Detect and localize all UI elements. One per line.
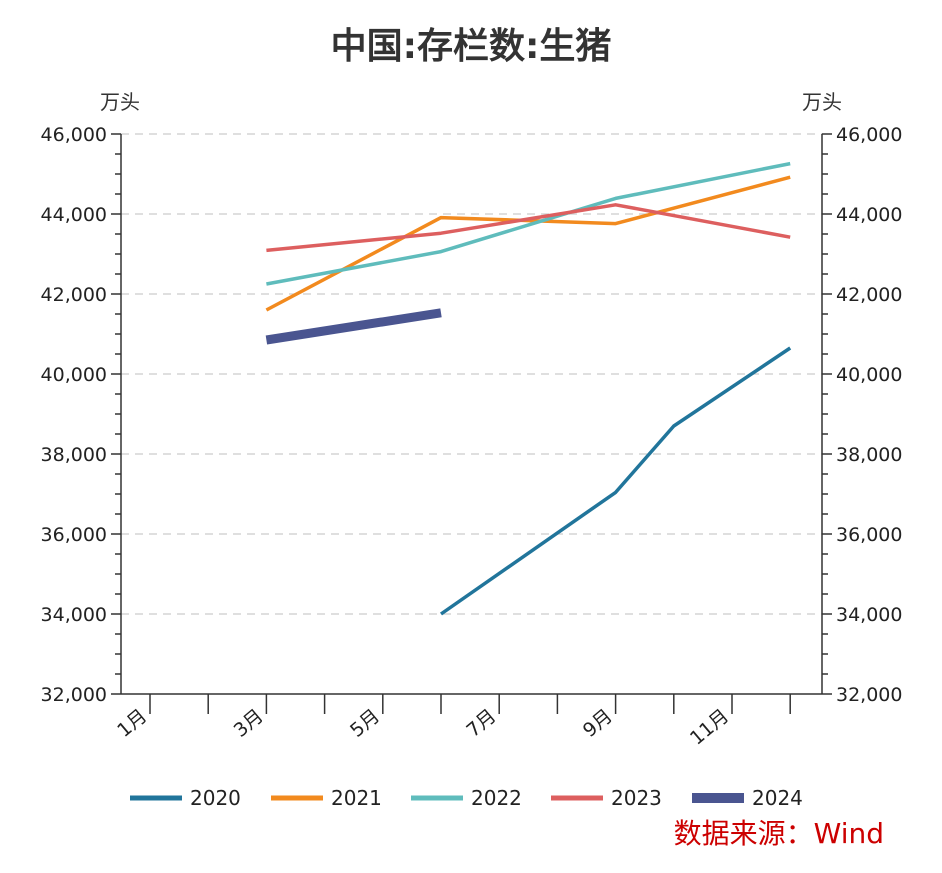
series-line-2023 <box>266 203 791 253</box>
right-tick-label: 32,000 <box>836 684 902 706</box>
x-ticks: 1月 3月 5月 7月 9月 11月 <box>113 694 791 750</box>
x-tick-label: 5月 <box>346 705 384 742</box>
right-tick-label: 40,000 <box>836 364 902 386</box>
left-axis-unit: 万头 <box>100 90 140 114</box>
left-tick-label: 46,000 <box>41 124 107 146</box>
x-tick-label: 9月 <box>579 705 617 742</box>
x-tick-label: 11月 <box>686 705 733 750</box>
right-tick-label: 34,000 <box>836 604 902 626</box>
right-axis-unit: 万头 <box>802 90 842 114</box>
left-tick-label: 38,000 <box>41 444 107 466</box>
source-note: 数据来源：Wind <box>674 817 884 850</box>
right-tick-label: 46,000 <box>836 124 902 146</box>
right-tick-label: 42,000 <box>836 284 902 306</box>
series-line-2022 <box>266 161 791 286</box>
series-lines <box>265 161 792 616</box>
right-y-ticks: 32,000 34,000 36,000 38,000 40,000 42,000 44,0… <box>822 124 902 706</box>
left-y-ticks: 32,000 34,000 36,000 38,000 40,000 42,000 44,0… <box>41 124 121 706</box>
grid-lines <box>121 133 822 615</box>
left-tick-label: 42,000 <box>41 284 107 306</box>
legend: 2020 2021 2022 2023 2024 <box>130 786 803 810</box>
left-tick-label: 40,000 <box>41 364 107 386</box>
chart-title: 中国:存栏数:生猪 <box>331 26 612 67</box>
right-tick-label: 44,000 <box>836 204 902 226</box>
legend-label-2022: 2022 <box>471 786 522 810</box>
left-tick-label: 32,000 <box>41 684 107 706</box>
left-tick-label: 36,000 <box>41 524 107 546</box>
right-tick-label: 36,000 <box>836 524 902 546</box>
x-tick-label: 7月 <box>462 705 500 742</box>
left-tick-label: 34,000 <box>41 604 107 626</box>
series-line-2020 <box>439 346 792 616</box>
legend-label-2020: 2020 <box>190 786 241 810</box>
x-tick-label: 3月 <box>230 705 268 742</box>
right-tick-label: 38,000 <box>836 444 902 466</box>
series-line-2024 <box>265 308 442 345</box>
legend-label-2024: 2024 <box>752 786 803 810</box>
legend-label-2023: 2023 <box>611 786 662 810</box>
x-tick-label: 1月 <box>113 705 151 742</box>
left-tick-label: 44,000 <box>41 204 107 226</box>
legend-label-2021: 2021 <box>331 786 382 810</box>
